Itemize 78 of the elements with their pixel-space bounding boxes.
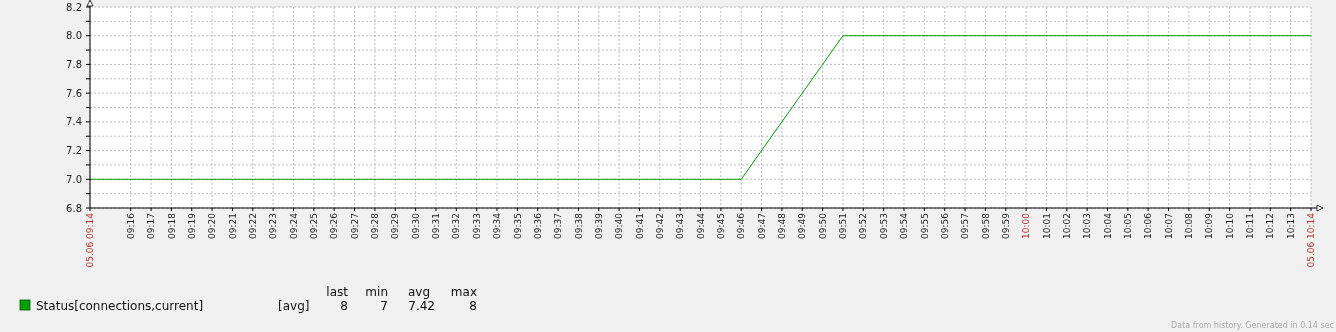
- x-tick-label: 09:47: [756, 213, 767, 239]
- x-tick-label: 10:13: [1285, 213, 1296, 239]
- x-tick-label: 05.06 09:14: [85, 212, 96, 268]
- legend-label: Status[connections,current]: [36, 299, 204, 313]
- x-tick-label: 09:56: [939, 212, 950, 239]
- x-tick-label: 09:18: [166, 212, 177, 239]
- x-tick-label: 09:48: [777, 212, 788, 239]
- x-tick-label: 10:03: [1082, 213, 1093, 239]
- x-tick-label: 09:37: [553, 213, 564, 239]
- x-tick-label: 09:17: [146, 213, 157, 239]
- x-tick-label: 09:42: [654, 213, 665, 239]
- text: [avg]: [278, 299, 310, 313]
- x-tick-label: 09:36: [532, 212, 543, 239]
- x-tick-label: 09:23: [268, 213, 279, 239]
- y-tick-label: 8.2: [66, 1, 82, 13]
- x-tick-label: 10:02: [1061, 213, 1072, 239]
- x-tick-label: 09:53: [878, 213, 889, 239]
- x-tick-label: 09:22: [247, 213, 258, 239]
- x-tick-label: 10:00: [1021, 212, 1032, 239]
- text: max: [450, 285, 477, 299]
- x-tick-label: 09:57: [960, 213, 971, 239]
- y-tick-label: 7.4: [66, 116, 82, 128]
- x-tick-label: 09:54: [899, 212, 910, 239]
- x-tick-label: 09:38: [573, 212, 584, 239]
- x-tick-label: 10:12: [1265, 213, 1276, 239]
- x-tick-label: 09:40: [614, 212, 625, 239]
- x-tick-label: 09:46: [736, 212, 747, 239]
- x-tick-label: 10:09: [1204, 212, 1215, 239]
- x-tick-label: 09:32: [451, 213, 462, 239]
- x-tick-label: 10:06: [1143, 212, 1154, 239]
- x-tick-label: 09:41: [634, 213, 645, 239]
- x-tick-label: 09:59: [1000, 212, 1011, 239]
- x-tick-label: 10:01: [1041, 213, 1052, 239]
- x-tick-label: 09:21: [227, 213, 238, 239]
- y-tick-label: 8.0: [66, 30, 82, 42]
- text: 8: [469, 299, 477, 313]
- x-tick-label: 09:26: [329, 212, 340, 239]
- x-tick-label: 10:07: [1163, 213, 1174, 239]
- text: 8: [340, 299, 348, 313]
- x-tick-label: 10:11: [1245, 213, 1256, 239]
- text: avg: [407, 285, 430, 299]
- x-tick-label: 09:24: [288, 212, 299, 239]
- x-tick-label: 09:52: [858, 213, 869, 239]
- x-tick-label: 09:34: [492, 212, 503, 239]
- x-tick-label: 09:19: [186, 212, 197, 239]
- text: last: [326, 285, 349, 299]
- x-tick-label: 09:30: [410, 212, 421, 239]
- x-tick-label: 05.06 10:14: [1306, 212, 1317, 268]
- x-tick-label: 09:51: [838, 213, 849, 239]
- x-tick-label: 09:35: [512, 213, 523, 239]
- x-tick-label: 09:49: [797, 212, 808, 239]
- x-tick-label: 09:29: [390, 212, 401, 239]
- text: min: [365, 285, 388, 299]
- x-tick-label: 09:45: [716, 213, 726, 239]
- x-tick-label: 09:28: [370, 212, 381, 239]
- x-tick-label: 09:27: [349, 213, 360, 239]
- x-tick-label: 10:08: [1184, 212, 1195, 239]
- text: 7.42: [408, 299, 435, 313]
- y-tick-label: 7.8: [66, 58, 82, 70]
- x-tick-label: 09:50: [817, 212, 828, 239]
- y-tick-label: 6.8: [66, 202, 82, 214]
- y-tick-label: 7.2: [66, 145, 82, 157]
- x-tick-label: 10:05: [1123, 213, 1133, 239]
- y-tick-label: 7.0: [66, 173, 82, 185]
- x-tick-label: 09:39: [593, 212, 604, 239]
- x-tick-label: 09:55: [919, 213, 930, 239]
- x-tick-label: 09:31: [431, 213, 442, 239]
- x-tick-label: 09:44: [695, 212, 706, 239]
- y-tick-label: 7.6: [66, 87, 82, 99]
- text: 7: [380, 299, 388, 313]
- x-tick-label: 09:43: [675, 213, 686, 239]
- x-tick-label: 10:10: [1224, 212, 1235, 239]
- x-tick-label: 09:58: [980, 212, 991, 239]
- x-tick-label: 09:25: [309, 213, 319, 239]
- x-tick-label: 10:04: [1102, 212, 1113, 239]
- x-tick-label: 09:20: [207, 212, 218, 239]
- x-tick-label: 09:33: [471, 213, 482, 239]
- x-tick-label: 09:16: [125, 212, 136, 239]
